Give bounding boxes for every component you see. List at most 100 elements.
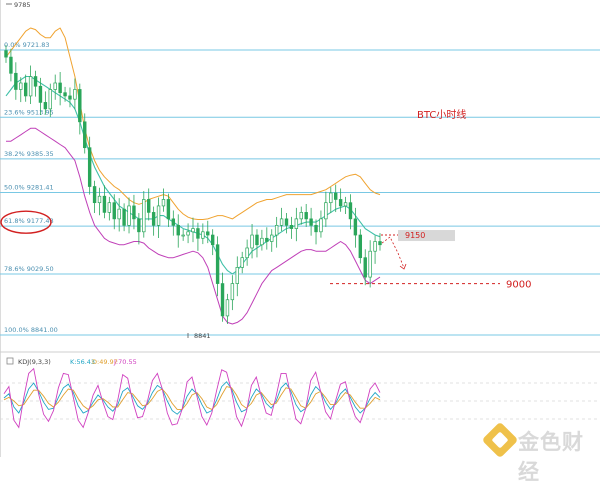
fib-label: 0.0% 9721.83 xyxy=(4,41,49,49)
price-high-label: 9785 xyxy=(14,1,31,9)
annotation-label: 9150 xyxy=(405,231,425,240)
candle-body xyxy=(373,241,377,252)
candle-body xyxy=(23,82,28,97)
candle-body xyxy=(324,202,328,220)
candle-body xyxy=(161,199,166,207)
fib-label: 78.6% 9029.50 xyxy=(4,265,54,273)
candle-body xyxy=(279,218,284,226)
candle-body xyxy=(255,234,259,246)
candle-body xyxy=(329,192,333,204)
candle-body xyxy=(102,195,107,213)
kdj-legend-label: D:49.97 xyxy=(92,358,118,366)
candle-body xyxy=(338,199,343,207)
candle-body xyxy=(245,247,249,259)
fib-label: 61.8% 9177.48 xyxy=(4,217,54,225)
candle-body xyxy=(210,234,215,246)
candle-body xyxy=(107,202,112,213)
candle-body xyxy=(186,231,190,236)
candle-body xyxy=(191,228,195,233)
candle-body xyxy=(176,224,180,236)
fib-label: 100.0% 8841.00 xyxy=(4,326,58,334)
candle-body xyxy=(235,267,239,284)
candle-body xyxy=(92,186,97,204)
candle-body xyxy=(147,199,151,213)
candle-body xyxy=(137,218,141,233)
candle-body xyxy=(73,89,77,100)
candle-body xyxy=(363,257,367,278)
candle-body xyxy=(151,212,156,226)
candle-body xyxy=(225,299,230,317)
candle-body xyxy=(196,228,200,239)
candle-body xyxy=(314,224,318,233)
candle-body xyxy=(368,250,372,278)
price-chart-svg: 0.0% 9721.83 23.6% 9513.95 38.2% 9385.35 50… xyxy=(0,0,600,457)
kdj-toggle-icon xyxy=(6,357,14,365)
chart-title: BTC小时线 xyxy=(417,108,466,121)
candle-body xyxy=(294,218,299,229)
candle-body xyxy=(97,195,102,204)
kdj-legend-label: K:56.43 xyxy=(70,358,95,366)
candle-body xyxy=(181,234,185,237)
candle-body xyxy=(289,224,294,229)
arrow-head xyxy=(399,263,407,270)
candle-body xyxy=(270,234,274,242)
candle-body xyxy=(68,95,72,100)
candle-body xyxy=(348,202,353,220)
candle-body xyxy=(122,208,126,226)
candle-body xyxy=(63,92,67,97)
candle-body xyxy=(274,224,279,236)
candle-body xyxy=(58,82,62,94)
kdj-j-line xyxy=(3,367,381,429)
kdj-k-line xyxy=(3,381,381,415)
candle-body xyxy=(28,76,33,97)
circle-highlight xyxy=(0,210,52,234)
candle-body xyxy=(240,257,244,268)
candle-body xyxy=(171,218,176,226)
candle-body xyxy=(166,199,171,220)
candle-body xyxy=(14,72,18,90)
candle-body xyxy=(87,147,92,187)
candle-body xyxy=(83,121,87,149)
candle-body xyxy=(343,202,348,207)
candle-body xyxy=(265,237,269,242)
candle-body xyxy=(127,205,131,226)
kdj-legend-label: J:70.55 xyxy=(113,358,137,366)
lower-band-line xyxy=(6,127,381,325)
candle-body xyxy=(9,56,13,74)
candle-body xyxy=(304,212,308,220)
fib-label: 23.6% 9513.95 xyxy=(4,108,54,116)
candle-body xyxy=(117,208,121,220)
candle-body xyxy=(230,283,235,301)
price-low-label: 8841 xyxy=(194,332,211,340)
candle-body xyxy=(43,102,48,110)
annotation-label: 9000 xyxy=(506,280,531,291)
chart-area: 0.0% 9721.83 23.6% 9513.95 38.2% 9385.35 50… xyxy=(0,0,600,457)
candle-body xyxy=(112,202,116,220)
candle-body xyxy=(358,234,363,259)
candle-body xyxy=(33,76,38,87)
candle-body xyxy=(378,241,382,246)
candle-body xyxy=(250,234,254,249)
candle-body xyxy=(260,237,264,246)
kdj-d-line xyxy=(3,386,381,410)
candle-body xyxy=(284,218,289,226)
candle-body xyxy=(48,89,52,110)
candle-body xyxy=(201,231,205,239)
candle-body xyxy=(142,199,146,233)
candle-body xyxy=(334,192,338,200)
candle-body xyxy=(156,205,161,226)
candle-body xyxy=(4,50,8,58)
candle-body xyxy=(309,218,313,226)
candle-body xyxy=(299,212,303,220)
watermark-text: 金色财经 xyxy=(518,430,584,484)
candle-body xyxy=(19,82,23,90)
annotation-box xyxy=(398,230,455,242)
middle-band-line xyxy=(5,75,381,275)
candle-body xyxy=(206,231,210,236)
candle-body xyxy=(215,244,220,284)
candle-body xyxy=(78,89,82,123)
upper-band-line xyxy=(5,27,381,220)
candle-body xyxy=(38,85,43,103)
candle-body xyxy=(319,218,323,233)
candle-body xyxy=(53,82,57,90)
